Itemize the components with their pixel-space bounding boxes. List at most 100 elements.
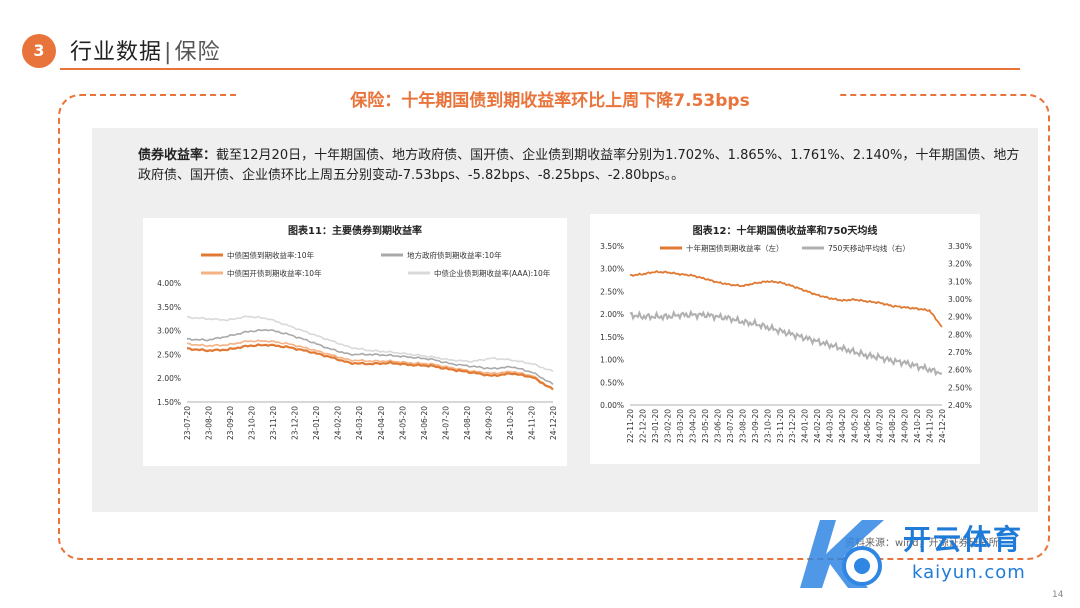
chart2-x-tick: 23-04-20 — [688, 409, 697, 443]
chart2-y-tick-left: 0.00% — [600, 401, 624, 410]
headline: 保险：十年期国债到期收益率环比上周下降7.53bps — [350, 91, 750, 111]
chart1-x-tick: 24-09-20 — [484, 406, 493, 440]
chart1-title: 图表11：主要债券到期收益率 — [288, 224, 422, 237]
chart2-x-tick: 24-08-20 — [888, 409, 897, 443]
chart1-x-tick: 24-02-20 — [334, 406, 343, 440]
chart1-x-tick: 23-09-20 — [226, 406, 235, 440]
chart2-x-tick: 23-02-20 — [663, 409, 672, 443]
summary-text: 截至12月20日，十年期国债、地方政府债、国开债、企业债到期收益率分别为1.70… — [138, 148, 1020, 183]
chart1-series-line — [186, 339, 554, 391]
chart1-x-tick: 24-12-20 — [549, 406, 558, 440]
chart1-x-tick: 24-10-20 — [506, 406, 515, 440]
chart2-y-tick-right: 3.30% — [948, 242, 972, 251]
chart2-x-tick: 23-08-20 — [738, 409, 747, 443]
chart1-x-tick: 24-07-20 — [441, 406, 450, 440]
chart1-x-tick: 24-11-20 — [527, 406, 536, 440]
chart2-y-tick-left: 0.50% — [600, 378, 624, 387]
chart2-y-tick-right: 3.10% — [948, 277, 972, 286]
chart1-y-tick: 2.00% — [157, 374, 181, 383]
chart2-legend-label: 十年期国债到期收益率（左） — [686, 243, 784, 253]
chart1-x-tick: 24-08-20 — [463, 406, 472, 440]
chart2-x-tick: 24-01-20 — [801, 409, 810, 443]
summary-paragraph: 债券收益率：截至12月20日，十年期国债、地方政府债、国开债、企业债到期收益率分… — [138, 146, 1028, 186]
chart2-x-tick: 23-06-20 — [713, 409, 722, 443]
chart2-y-tick-left: 2.00% — [600, 310, 624, 319]
section-title-main: 行业数据 — [70, 40, 163, 65]
section-number-badge: 3 — [22, 34, 56, 68]
chart2-y-tick-right: 2.60% — [948, 366, 972, 375]
chart2-x-tick: 22-11-20 — [626, 409, 635, 443]
chart2-title: 图表12：十年期国债收益率和750天均线 — [693, 224, 878, 237]
header-divider — [60, 68, 1020, 70]
chart1-x-tick: 24-04-20 — [377, 406, 386, 440]
source-note: 资料来源：wind，开源证券研究所 — [845, 538, 999, 549]
chart2-y-tick-left: 3.50% — [600, 242, 624, 251]
chart1-series-line — [186, 328, 554, 385]
chart-card-10y-ma: 图表12：十年期国债收益率和750天均线十年期国债到期收益率（左） 750天移动平… — [590, 214, 980, 464]
page-number: 14 — [1052, 590, 1064, 600]
chart2-y-tick-right: 2.80% — [948, 330, 972, 339]
chart2-x-tick: 23-10-20 — [763, 409, 772, 443]
chart1-legend-label: 地方政府债到期收益率:10年 — [407, 250, 502, 260]
chart2-x-tick: 22-12-20 — [638, 409, 647, 443]
chart1-series-line — [187, 343, 554, 391]
chart1-x-tick: 23-11-20 — [269, 406, 278, 440]
chart2-x-tick: 24-06-20 — [863, 409, 872, 443]
chart2-y-tick-right: 2.40% — [948, 401, 972, 410]
chart2-x-tick: 24-02-20 — [813, 409, 822, 443]
chart2-x-tick: 23-05-20 — [701, 409, 710, 443]
chart2-y-tick-left: 1.50% — [600, 333, 624, 342]
chart2-y-tick-right: 2.90% — [948, 313, 972, 322]
chart2-x-tick: 24-04-20 — [838, 409, 847, 443]
chart1-y-tick: 4.00% — [157, 279, 181, 288]
chart1-x-tick: 23-08-20 — [205, 406, 214, 440]
chart2-x-tick: 24-10-20 — [913, 409, 922, 443]
summary-label: 债券收益率： — [138, 148, 217, 163]
chart1-legend-label: 中债企业债到期收益率(AAA):10年 — [434, 268, 551, 278]
chart2-x-tick: 23-09-20 — [751, 409, 760, 443]
chart1-y-tick: 2.50% — [157, 350, 181, 359]
chart2-legend-label: 750天移动平均线（右） — [828, 243, 910, 253]
chart2-x-tick: 23-07-20 — [726, 409, 735, 443]
section-title: 行业数据|保险 — [70, 34, 220, 66]
chart2-x-tick: 24-12-20 — [938, 409, 947, 443]
chart1-x-tick: 23-07-20 — [183, 406, 192, 440]
chart2-y-tick-left: 1.00% — [600, 356, 624, 365]
watermark-brand-cn: 开云体育 — [903, 523, 1024, 556]
chart2-y-tick-right: 3.00% — [948, 295, 972, 304]
chart2-x-tick: 23-03-20 — [676, 409, 685, 443]
headline-backdrop — [240, 86, 840, 106]
chart2-x-tick: 24-11-20 — [926, 409, 935, 443]
chart1-x-tick: 23-12-20 — [291, 406, 300, 440]
chart1-series-line — [187, 315, 554, 373]
chart1-x-tick: 24-05-20 — [398, 406, 407, 440]
chart2-y-tick-right: 2.70% — [948, 348, 972, 357]
chart2-x-tick: 24-07-20 — [876, 409, 885, 443]
watermark-brand-en: kaiyun.com — [912, 562, 1026, 583]
chart1-x-tick: 24-01-20 — [312, 406, 321, 440]
chart2-y-tick-left: 3.00% — [600, 265, 624, 274]
chart1-y-tick: 3.00% — [157, 327, 181, 336]
chart-card-bond-yields: 图表11：主要债券到期收益率中债国债到期收益率:10年 地方政府债到期收益率:10… — [143, 218, 567, 466]
chart2-x-tick: 24-05-20 — [851, 409, 860, 443]
chart2-y-tick-right: 2.50% — [948, 383, 972, 392]
chart1-x-tick: 23-10-20 — [248, 406, 257, 440]
chart1-y-tick: 1.50% — [157, 398, 181, 407]
chart2-x-tick: 24-03-20 — [826, 409, 835, 443]
chart1-y-tick: 3.50% — [157, 303, 181, 312]
chart2-y-tick-left: 2.50% — [600, 287, 624, 296]
chart2-x-tick: 24-09-20 — [901, 409, 910, 443]
chart2-x-tick: 23-01-20 — [651, 409, 660, 443]
chart2-series-line — [629, 309, 943, 377]
chart1-x-tick: 24-06-20 — [420, 406, 429, 440]
chart1-x-tick: 24-03-20 — [355, 406, 364, 440]
chart1-legend-label: 中债国债到期收益率:10年 — [227, 250, 315, 260]
kaiyun-logo-icon — [800, 520, 884, 588]
chart2-series-line — [629, 270, 943, 328]
section-subtitle: 保险 — [174, 40, 221, 65]
chart2-x-tick: 23-11-20 — [776, 409, 785, 443]
chart2-y-tick-right: 3.20% — [948, 260, 972, 269]
title-separator: | — [164, 40, 173, 65]
